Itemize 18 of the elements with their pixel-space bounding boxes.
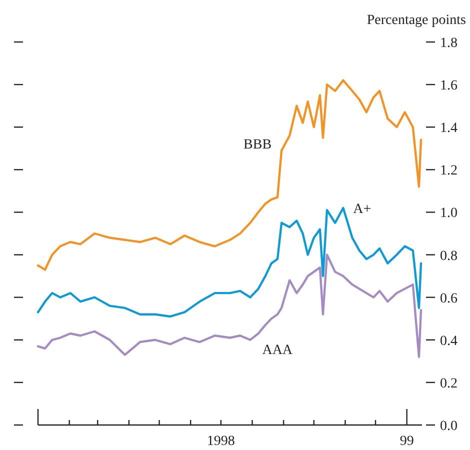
y-tick-label: 1.8 xyxy=(440,36,458,51)
x-tick-label: 99 xyxy=(400,434,414,449)
y-axis-title: Percentage points xyxy=(366,13,466,28)
y-tick-label: 0.0 xyxy=(440,419,458,434)
y-tick-label: 0.8 xyxy=(440,248,458,264)
series-label: AAA xyxy=(262,342,294,358)
y-tick-label: 0.6 xyxy=(440,291,458,306)
y-tick-label: 1.0 xyxy=(440,206,458,222)
series-label: BBB xyxy=(244,138,272,153)
series-label: A+ xyxy=(353,202,372,217)
y-tick-label: 1.4 xyxy=(440,121,458,136)
y-tick-label: 1.2 xyxy=(440,164,458,179)
y-tick-label: 1.6 xyxy=(440,78,458,94)
line-series xyxy=(36,254,422,358)
line-series xyxy=(36,79,422,271)
y-tick-label: 0.4 xyxy=(440,334,458,349)
x-tick-label: 1998 xyxy=(206,434,235,449)
y-tick-label: 0.2 xyxy=(440,376,458,392)
